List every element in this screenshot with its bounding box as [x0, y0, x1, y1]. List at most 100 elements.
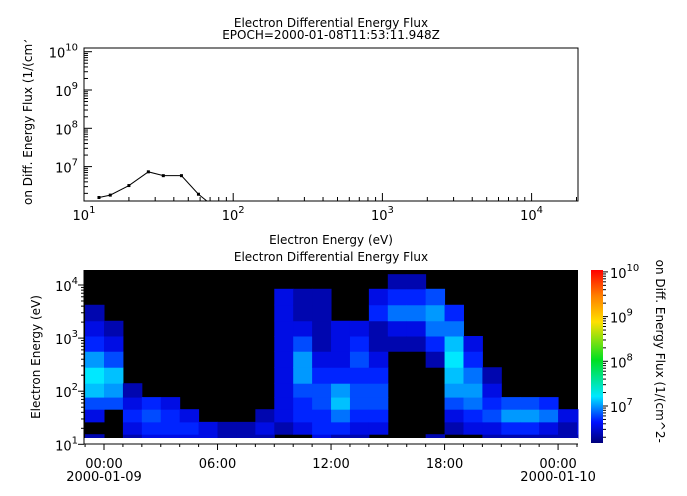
spectrogram-cell	[141, 409, 162, 423]
top-plot-frame	[83, 47, 579, 202]
spectrogram-cell	[482, 409, 502, 423]
spectrogram-cell	[368, 351, 389, 368]
spectrogram-cell	[368, 304, 389, 322]
spectrogram-cell	[368, 421, 389, 435]
colorbar-tick-label: 108	[610, 352, 633, 371]
spectrogram-cell	[444, 351, 464, 368]
top-x-tick-label: 102	[222, 205, 245, 224]
bottom-y-axis-label: Electron Energy (eV)	[29, 295, 43, 419]
spectrogram-cell	[312, 304, 332, 322]
top-x-axis-label: Electron Energy (eV)	[269, 233, 393, 247]
bottom-y-tick-label: 102	[55, 382, 78, 401]
colorbar-tick-label: 1010	[610, 263, 639, 282]
top-data-point	[97, 196, 101, 200]
spectrogram-cell	[444, 367, 464, 384]
bottom-y-tick-label: 101	[55, 435, 78, 454]
spectrogram-cell	[293, 335, 313, 352]
bottom-x-tick-date: 2000-01-09	[66, 470, 142, 485]
spectrogram-cell	[577, 409, 579, 423]
bottom-y-tick-label: 103	[55, 329, 78, 348]
spectrogram-cell	[558, 434, 578, 439]
spectrogram-cell	[122, 409, 143, 423]
top-data-point	[179, 174, 183, 178]
spectrogram-cell	[349, 409, 370, 423]
spectrogram-cell	[349, 367, 370, 384]
spectrogram-cell	[368, 335, 389, 352]
spectrogram-cell	[482, 367, 502, 384]
spectrogram-cell	[577, 434, 579, 439]
top-data-point	[215, 207, 218, 210]
spectrogram-cell	[122, 397, 143, 410]
spectrogram-cell	[274, 335, 294, 352]
colorbar-label: ron Diff. Energy Flux (1/(cm^2-	[653, 255, 667, 443]
spectrogram-cell	[444, 421, 464, 435]
top-chart-title: Electron Differential Energy Flux	[234, 16, 428, 30]
top-x-tick-label: 101	[73, 205, 96, 224]
spectrogram-cell	[444, 409, 464, 423]
spectrogram-cell	[85, 367, 105, 384]
spectrogram-cell	[179, 421, 200, 435]
top-y-tick-label: 109	[55, 81, 78, 100]
spectrogram-cell	[349, 421, 370, 435]
spectrogram-cell	[85, 409, 105, 423]
spectrogram-cell	[349, 397, 370, 410]
spectrogram-cell	[104, 383, 124, 398]
spectrogram-cell	[85, 335, 105, 352]
spectrogram-cell	[312, 288, 332, 306]
spectrogram-cell	[274, 304, 294, 322]
bottom-x-tick-label: 00:00	[85, 457, 122, 472]
spectrogram-cell	[331, 434, 351, 439]
spectrogram-cell	[236, 434, 256, 439]
top-data-point	[196, 192, 200, 196]
spectrogram-cell	[463, 335, 483, 352]
bottom-chart-title: Electron Differential Energy Flux	[234, 250, 428, 264]
spectrogram-cell	[463, 383, 483, 398]
spectrogram-cell	[274, 409, 294, 423]
top-data-point	[108, 193, 112, 197]
colorbar-axis: 107 108 109 1010	[603, 263, 639, 438]
top-data-point	[146, 170, 150, 174]
spectrogram-cell	[122, 421, 143, 435]
spectrogram-cell	[274, 421, 294, 435]
spectrogram-cell	[160, 434, 181, 439]
spectrogram-cell	[85, 304, 105, 322]
spectrogram-cell	[312, 335, 332, 352]
spectrogram-cell	[349, 434, 370, 439]
spectrogram-cell	[520, 397, 540, 410]
spectrogram-cell	[406, 304, 427, 322]
spectrogram-cell	[312, 421, 332, 435]
spectrogram-cell	[293, 320, 313, 337]
spectrogram-cell	[331, 320, 351, 337]
spectrogram-cell	[312, 397, 332, 410]
spectrogram-cell	[444, 383, 464, 398]
top-y-tick-label: 108	[55, 119, 78, 138]
spectrogram-cell	[293, 421, 313, 435]
spectrogram-cell	[425, 288, 446, 306]
spectrogram-cell	[104, 320, 124, 337]
spectrogram-cell	[558, 421, 578, 435]
top-chart-series	[97, 170, 218, 210]
spectrogram-cell	[293, 351, 313, 368]
spectrogram-cell	[217, 421, 237, 435]
spectrogram-cell	[217, 434, 237, 439]
spectrogram-cell	[425, 304, 446, 322]
top-x-tick-label: 104	[520, 205, 543, 224]
spectrogram-cell	[160, 421, 181, 435]
spectrogram-cell	[463, 397, 483, 410]
top-y-tick-label: 1010	[49, 43, 78, 62]
spectrogram-cell	[387, 304, 408, 322]
spectrogram-cell	[141, 434, 162, 439]
spectrogram-cell	[520, 421, 540, 435]
spectrogram-cell	[104, 367, 124, 384]
spectrogram-cell	[520, 434, 540, 439]
spectrogram-cell	[85, 383, 105, 398]
spectrogram-cell	[293, 367, 313, 384]
spectrogram-cell	[160, 409, 181, 423]
spectrogram-cell	[368, 320, 389, 337]
spectrogram-cell	[463, 367, 483, 384]
spectrogram-cell	[293, 288, 313, 306]
colorbar-tick-label: 109	[610, 308, 633, 327]
spectrogram-cell	[387, 288, 408, 306]
spectrogram-cell	[179, 434, 200, 439]
